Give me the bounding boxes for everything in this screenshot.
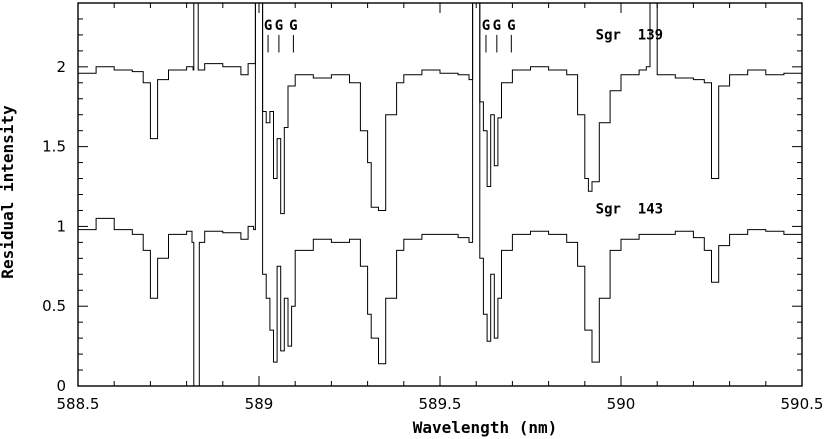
x-tick-label: 590.5	[781, 395, 824, 413]
y-axis-title: Residual intensity	[0, 105, 17, 279]
line-id-label: G	[275, 18, 283, 34]
series-line-sgr-139	[78, 3, 802, 215]
x-tick-label: 588.5	[57, 395, 100, 413]
plot-frame	[77, 2, 803, 387]
star-label: Sgr 143	[596, 202, 663, 218]
plot-border	[77, 2, 803, 387]
x-tick-label: 590	[607, 395, 636, 413]
line-id-label: G	[264, 18, 272, 34]
axis-ticks: 588.5 589 589.5 590 590.5 0 0.5 1 1.5 2	[42, 2, 824, 413]
y-tick-label: 1.5	[42, 138, 66, 156]
y-tick-label: 2	[56, 58, 66, 76]
x-axis-title: Wavelength (nm)	[413, 418, 558, 437]
line-id-label: G	[289, 18, 297, 34]
line-id-label: G	[507, 18, 515, 34]
series-line-sgr-143	[78, 3, 802, 386]
x-tick-label: 589	[245, 395, 274, 413]
y-tick-label: 0.5	[42, 297, 66, 315]
line-id-label: G	[482, 18, 490, 34]
star-label: Sgr 139	[596, 28, 663, 44]
line-id-label: G	[493, 18, 501, 34]
y-tick-label: 0	[56, 377, 66, 395]
x-tick-label: 589.5	[419, 395, 462, 413]
y-tick-label: 1	[56, 217, 66, 235]
series-lines	[78, 3, 802, 386]
